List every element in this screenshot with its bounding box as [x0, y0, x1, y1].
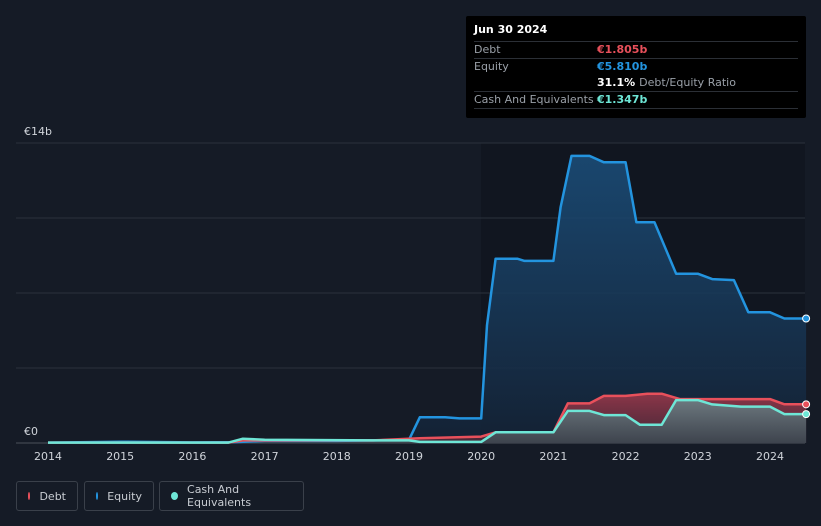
cash-endpoint [802, 410, 811, 419]
legend-equity[interactable]: Equity [84, 481, 154, 511]
legend-debt-label: Debt [39, 489, 66, 503]
x-tick-label: 2023 [684, 450, 712, 463]
tooltip-ratio-value: 31.1% [597, 76, 636, 89]
x-tick-label: 2015 [106, 450, 134, 463]
tooltip-equity-label: Equity [474, 60, 509, 73]
tooltip-equity-value: €5.810b [597, 60, 648, 73]
tooltip-ratio-label: Debt/Equity Ratio [639, 76, 736, 89]
x-tick-label: 2017 [251, 450, 279, 463]
legend-cash-label: Cash And Equivalents [187, 483, 252, 509]
tooltip-debt-value: €1.805b [597, 43, 648, 56]
legend-equity-label: Equity [107, 489, 142, 503]
y-axis-label-max: €14b [24, 125, 52, 138]
tooltip-date: Jun 30 2024 [474, 23, 548, 36]
legend-cash[interactable]: Cash And Equivalents [159, 481, 304, 511]
x-tick-label: 2022 [612, 450, 640, 463]
x-tick-label: 2014 [34, 450, 62, 463]
x-tick-label: 2021 [539, 450, 567, 463]
legend-equity-dot [96, 492, 99, 500]
tooltip-row-debt: Debt €1.805b [474, 41, 798, 58]
tooltip-ratio-spacer [474, 75, 597, 91]
y-axis-label-min: €0 [24, 425, 38, 438]
cash-line [48, 398, 807, 444]
tooltip-debt-label: Debt [474, 43, 501, 56]
legend-cash-dot [171, 492, 179, 500]
tooltip-row-equity: Equity €5.810b [474, 58, 798, 75]
legend-debt[interactable]: Debt [16, 481, 78, 511]
tooltip-cash-label: Cash And Equivalents [474, 93, 594, 106]
debt-endpoint [802, 400, 811, 409]
equity-endpoint [802, 314, 811, 323]
legend-debt-dot [28, 492, 31, 500]
x-tick-label: 2024 [756, 450, 784, 463]
tooltip-cash-value: €1.347b [597, 93, 648, 106]
x-tick-label: 2016 [178, 450, 206, 463]
tooltip-row-ratio: 31.1% Debt/Equity Ratio [474, 75, 798, 91]
x-tick-label: 2018 [323, 450, 351, 463]
equity-area [48, 155, 807, 443]
x-tick-label: 2019 [395, 450, 423, 463]
tooltip-row-cash: Cash And Equivalents €1.347b [474, 91, 798, 109]
data-tooltip: Jun 30 2024 Debt €1.805b Equity €5.810b … [466, 16, 806, 118]
x-tick-label: 2020 [467, 450, 495, 463]
cash-area [48, 400, 807, 443]
